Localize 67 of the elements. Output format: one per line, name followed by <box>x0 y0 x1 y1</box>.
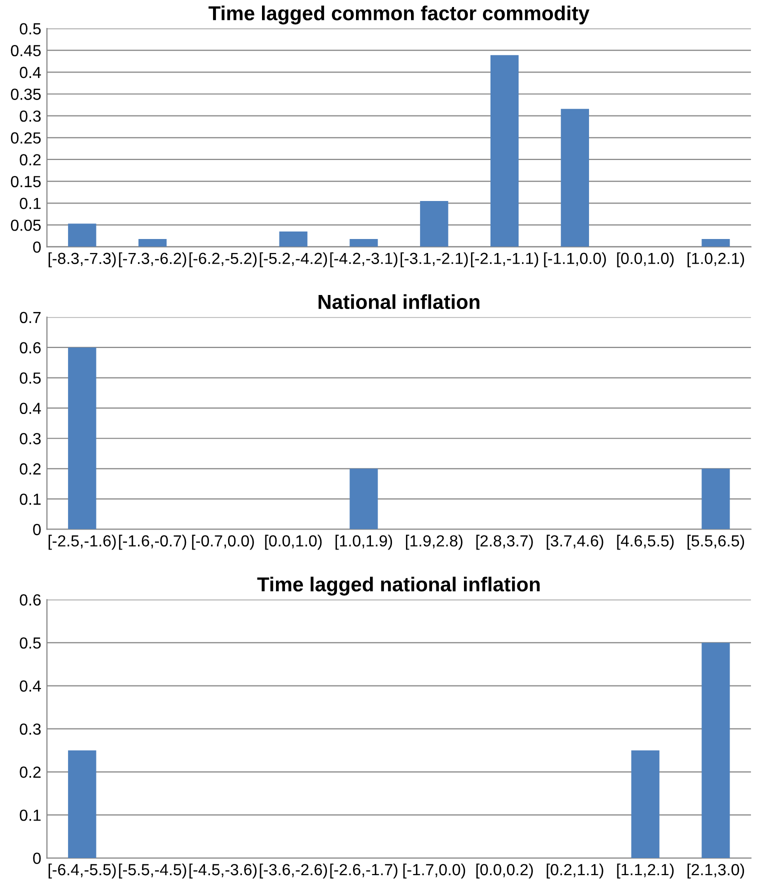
y-tick-label: 0.45 <box>10 44 41 56</box>
x-tick-label: [-6.4,-5.5) <box>48 864 116 878</box>
y-tick-label: 0.5 <box>20 637 41 649</box>
y-tick-label: 0.3 <box>20 433 41 444</box>
x-tick-label: [1.1,2.1) <box>617 864 674 878</box>
x-tick-label: [3.7,4.6) <box>546 534 604 550</box>
x-tick-label: [-5.2,-4.2) <box>260 252 327 268</box>
y-tick-label: 0.4 <box>20 680 41 692</box>
x-tick-label: [0.2,1.1) <box>546 864 604 878</box>
x-tick-label: [-1.1,0.0) <box>544 252 606 268</box>
x-tick-label: [0.0,1.0) <box>265 534 322 550</box>
chart-title: Time lagged national inflation <box>257 576 540 596</box>
chart-title: Time lagged common factor commodity <box>208 6 590 24</box>
bar <box>279 232 308 247</box>
y-tick-label: 0.05 <box>10 220 41 231</box>
y-tick-label: 0.4 <box>20 66 41 78</box>
y-tick-label: 0.7 <box>20 312 41 324</box>
y-tick-label: 0.1 <box>20 198 41 210</box>
x-tick-label: [-0.7,0.0) <box>192 534 254 550</box>
y-tick-label: 0.2 <box>20 766 41 778</box>
bar <box>702 238 730 247</box>
x-tick-label: [2.1,3.0) <box>688 864 744 878</box>
x-tick-label: [-1.6,-0.7) <box>119 534 186 550</box>
y-tick-label: 0 <box>33 524 41 536</box>
y-tick-label: 0 <box>33 852 41 864</box>
x-tick-label: [2.8,3.7) <box>476 534 533 550</box>
bar <box>138 238 167 247</box>
x-tick-label: [-4.5,-3.6) <box>189 864 257 878</box>
bar <box>420 200 448 247</box>
y-tick-label: 0.3 <box>20 723 41 735</box>
bar <box>350 238 378 247</box>
y-tick-label: 0.2 <box>20 154 41 166</box>
x-tick-label: [-2.6,-1.7) <box>330 864 398 878</box>
x-tick-label: [-2.1,-1.1) <box>471 252 538 268</box>
x-tick-label: [-7.3,-6.2) <box>119 252 186 268</box>
y-tick-label: 0.6 <box>20 342 41 354</box>
bar <box>490 55 519 247</box>
y-tick-label: 0.15 <box>10 176 41 188</box>
y-tick-label: 0.4 <box>20 402 41 414</box>
x-tick-label: [-6.2,-5.2) <box>189 252 257 268</box>
y-tick-label: 0.5 <box>20 372 41 384</box>
y-tick-label: 0.25 <box>10 132 41 144</box>
x-tick-label: [1.0,1.9) <box>336 534 392 550</box>
y-tick-label: 0.1 <box>20 494 41 505</box>
x-tick-label: [-5.5,-4.5) <box>119 864 186 878</box>
x-tick-label: [5.5,6.5) <box>688 534 744 550</box>
y-tick-label: 0.6 <box>20 594 41 606</box>
chart-title: National inflation <box>318 294 480 310</box>
bar <box>68 224 96 247</box>
bar <box>560 108 590 247</box>
x-tick-label: [-1.7,0.0) <box>403 864 466 878</box>
y-tick-label: 0.5 <box>20 23 41 34</box>
x-tick-label: [-4.2,-3.1) <box>330 252 398 268</box>
x-tick-label: [-3.6,-2.6) <box>260 864 327 878</box>
y-tick-label: 0 <box>33 241 41 253</box>
y-tick-label: 0.35 <box>10 88 41 100</box>
x-tick-label: [0.0,1.0) <box>617 252 674 268</box>
x-tick-label: [1.0,2.1) <box>688 252 744 268</box>
y-tick-label: 0.2 <box>20 463 41 475</box>
x-tick-label: [-2.5,-1.6) <box>48 534 116 550</box>
x-tick-label: [4.6,5.5) <box>617 534 674 550</box>
y-tick-label: 0.1 <box>20 810 41 821</box>
x-tick-label: [1.9,2.8) <box>406 534 462 550</box>
x-tick-label: [-3.1,-2.1) <box>400 252 468 268</box>
y-tick-label: 0.3 <box>20 110 41 122</box>
x-tick-label: [-8.3,-7.3) <box>48 252 116 268</box>
x-tick-label: [0.0,0.2) <box>476 864 533 878</box>
